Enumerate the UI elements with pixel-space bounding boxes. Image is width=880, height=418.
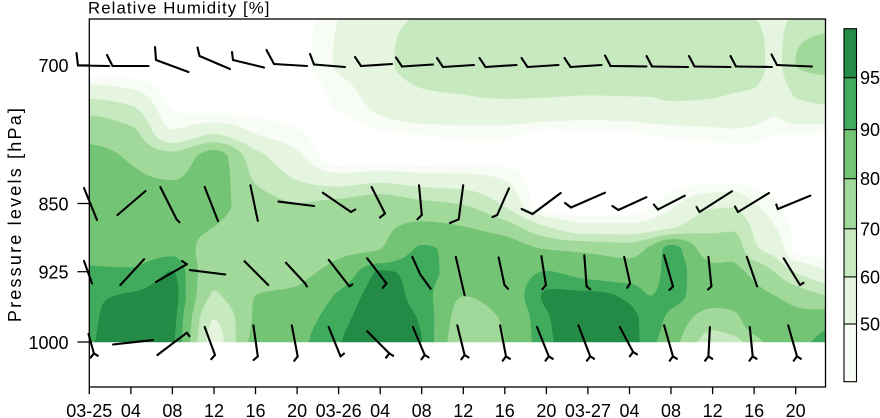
svg-text:60: 60 [860,267,880,287]
svg-text:08: 08 [162,401,182,418]
svg-text:03-25: 03-25 [66,401,112,418]
svg-text:80: 80 [860,169,880,189]
svg-text:20: 20 [536,401,556,418]
svg-text:08: 08 [412,401,432,418]
svg-text:12: 12 [204,401,224,418]
svg-text:Pressure levels [hPa]: Pressure levels [hPa] [5,106,25,322]
svg-text:70: 70 [860,219,880,239]
svg-text:925: 925 [38,263,68,283]
svg-text:16: 16 [744,401,764,418]
svg-text:700: 700 [38,56,68,76]
svg-text:95: 95 [860,68,880,88]
svg-text:04: 04 [121,401,141,418]
svg-text:50: 50 [860,315,880,335]
svg-text:90: 90 [860,120,880,140]
svg-text:20: 20 [287,401,307,418]
svg-text:03-27: 03-27 [565,401,611,418]
svg-text:04: 04 [370,401,390,418]
svg-text:04: 04 [619,401,639,418]
svg-text:12: 12 [703,401,723,418]
svg-text:16: 16 [495,401,515,418]
svg-text:850: 850 [38,195,68,215]
svg-text:1000: 1000 [28,333,68,353]
svg-text:12: 12 [453,401,473,418]
svg-text:08: 08 [661,401,681,418]
svg-text:16: 16 [245,401,265,418]
svg-text:20: 20 [786,401,806,418]
svg-text:03-26: 03-26 [316,401,362,418]
svg-text:Relative Humidity [%]: Relative Humidity [%] [88,0,271,18]
